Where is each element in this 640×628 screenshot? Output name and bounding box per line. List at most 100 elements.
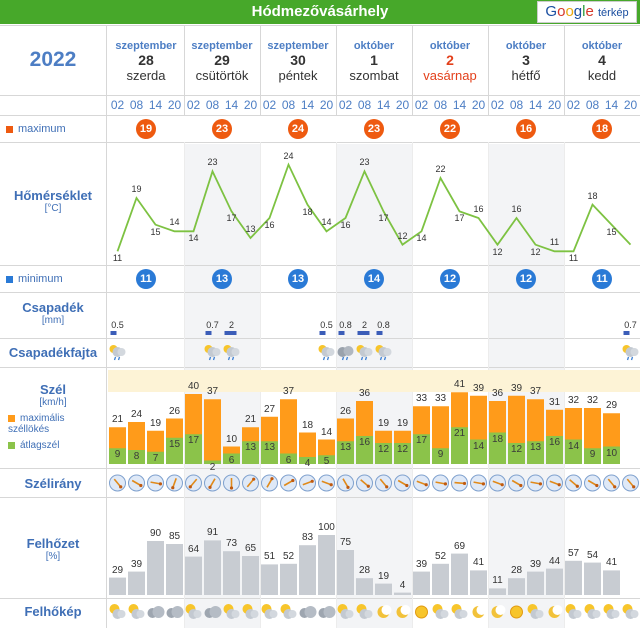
temperature-label: 19 xyxy=(131,184,142,194)
wind-direction-arrow-head xyxy=(158,482,163,486)
wind-direction-arrow-head xyxy=(329,483,333,487)
cloud-cover-bar xyxy=(128,571,145,595)
day-name: csütörtök xyxy=(195,68,249,83)
rain-cloud-icon xyxy=(337,346,354,361)
cloud-cover-label: 44 xyxy=(548,555,561,567)
avg-wind-legend-swatch xyxy=(8,441,15,449)
maximum-legend-swatch xyxy=(6,125,13,133)
hour-label: 20 xyxy=(547,98,562,112)
wind-gust-label: 14 xyxy=(320,426,333,438)
cloud-cover-bar xyxy=(508,578,525,595)
page-title: Hódmezővásárhely xyxy=(251,3,389,20)
hour-label: 02 xyxy=(110,98,125,112)
partly-cloudy-icon xyxy=(451,604,468,619)
day-column-4: október 4 kedd xyxy=(564,26,640,94)
precipitation-row-label: Csapadék [mm] xyxy=(22,300,84,326)
wind-direction-arrow-head xyxy=(538,482,543,486)
cloud-cover-bar xyxy=(489,588,506,595)
precipitation-label: 0.7 xyxy=(624,320,637,330)
cloudy-icon xyxy=(166,606,184,618)
partly-cloudy-icon xyxy=(565,604,582,619)
cloud-cover-label: 19 xyxy=(377,570,390,582)
hour-label: 02 xyxy=(262,98,277,112)
avg-wind-legend: átlagszél xyxy=(8,440,108,451)
day-num: 4 xyxy=(598,52,606,68)
temperature-label: 17 xyxy=(454,213,465,224)
label-column-divider xyxy=(106,25,107,628)
wind-gust-label: 41 xyxy=(453,379,466,391)
cloud-cover-row-label: Felhőzet [%] xyxy=(26,536,80,562)
wind-gust-label: 32 xyxy=(567,395,580,406)
wind-direction-arrow-head xyxy=(188,485,192,489)
cloud-cover-bar xyxy=(394,592,411,595)
wind-gust-label: 40 xyxy=(187,381,200,392)
wind-avg-label: 13 xyxy=(529,442,542,454)
wind-gust-label: 33 xyxy=(415,393,428,405)
day-num: 2 xyxy=(446,52,454,68)
wind-avg-label: 18 xyxy=(491,433,504,445)
temperature-row-label: Hőmérséklet [°C] xyxy=(13,188,93,214)
cloud-cover-label: 69 xyxy=(453,540,466,552)
temperature-label: 16 xyxy=(511,204,522,214)
wind-avg-label: 9 xyxy=(437,449,444,461)
hour-label: 20 xyxy=(623,98,638,112)
hour-label: 14 xyxy=(300,98,315,112)
cloudy-icon xyxy=(147,606,165,618)
wind-direction-arrow xyxy=(342,478,349,488)
daily-min-badge: 12 xyxy=(440,269,460,289)
partly-cloudy-icon xyxy=(584,604,601,619)
wind-gust-label: 26 xyxy=(168,405,181,417)
wind-direction-arrow-head xyxy=(252,477,256,481)
wind-direction-arrow xyxy=(379,478,388,488)
cloud-cover-bar xyxy=(546,568,563,595)
wind-direction-arrow xyxy=(283,479,294,487)
day-num: 3 xyxy=(522,52,530,68)
precipitation-bar xyxy=(357,331,370,335)
wind-gust-label: 27 xyxy=(263,403,276,415)
year-label: 2022 xyxy=(29,48,77,71)
temperature-label: 12 xyxy=(397,230,408,241)
google-map-link[interactable]: Google térkép xyxy=(537,1,637,23)
wind-gust-label: 19 xyxy=(377,417,390,429)
day-divider xyxy=(412,25,413,115)
wind-avg-label: 16 xyxy=(548,437,561,448)
wind-avg-label: 17 xyxy=(187,435,200,447)
temperature-label: 23 xyxy=(207,157,218,168)
wind-gust-label: 37 xyxy=(529,386,542,398)
hour-label: 20 xyxy=(471,98,486,112)
wind-direction-arrow-head xyxy=(346,485,350,489)
cloud-cover-label: 75 xyxy=(339,537,352,548)
day-name: szerda xyxy=(126,68,166,83)
wind-gust-label: 21 xyxy=(111,414,124,426)
wind-gust-label: 26 xyxy=(339,405,352,417)
temperature-label: 11 xyxy=(112,253,123,264)
cloudy-icon xyxy=(299,606,317,618)
cloud-cover-bar xyxy=(318,535,335,595)
partly-cloudy-icon xyxy=(337,604,354,619)
wind-direction-arrow-head xyxy=(575,484,579,488)
wind-direction-arrow-head xyxy=(500,483,504,487)
rain-cloud-sun-icon xyxy=(204,345,221,361)
precipitation-label: 2 xyxy=(361,320,367,330)
temperature-label: 18 xyxy=(302,206,313,217)
wind-avg-label: 2 xyxy=(209,461,216,473)
google-logo: Google xyxy=(545,3,594,20)
wind-gust-bar xyxy=(299,432,316,464)
temperature-label: 16 xyxy=(473,204,484,214)
wind-avg-bar xyxy=(109,448,126,464)
wind-avg-label: 9 xyxy=(589,449,596,461)
cloud-cover-bar xyxy=(584,562,601,595)
wind-direction-arrow-head xyxy=(310,479,314,483)
gust-legend: maximális széllökés xyxy=(8,413,65,435)
precipitation-label: 0.7 xyxy=(206,320,219,330)
wind-direction-arrow-head xyxy=(405,483,409,488)
day-month: szeptember xyxy=(115,40,177,52)
hour-label: 14 xyxy=(376,98,391,112)
rain-cloud-sun-icon xyxy=(318,345,335,361)
wind-direction-arrow xyxy=(607,478,616,488)
day-month: október xyxy=(429,40,471,52)
row-divider xyxy=(0,95,640,96)
cloud-cover-bar xyxy=(299,545,316,595)
